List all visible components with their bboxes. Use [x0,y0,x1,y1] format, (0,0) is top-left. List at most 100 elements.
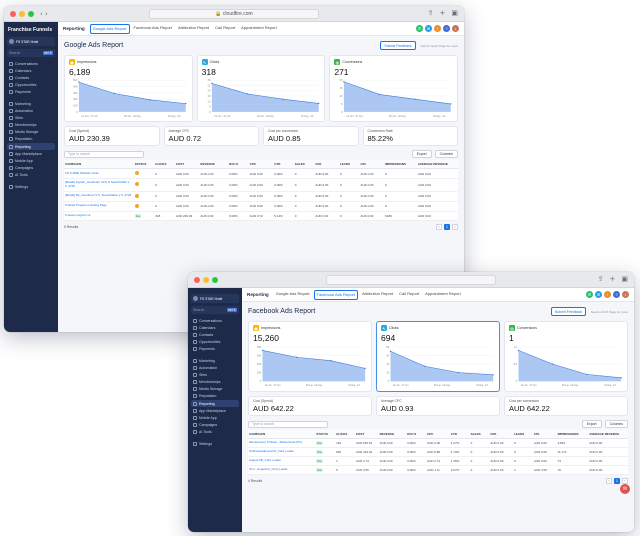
kpi-card-clicks[interactable]: ↖ Clicks 318 30 25 20 15 10 5 0 21 Jun - 27 Jun 28 … [196,55,326,122]
sidebar-item-marketing[interactable]: Marketing [7,100,55,107]
column-header-average-revenue[interactable]: AVERAGE REVENUE [588,430,628,439]
sidebar-item-sites[interactable]: Sites [191,371,239,378]
column-header-leads[interactable]: LEADS [338,160,360,169]
column-header-leads[interactable]: LEADS [513,430,533,439]
submit-feedback-button[interactable]: Submit Feedback [550,307,587,316]
page-number-button[interactable]: 1 [614,478,620,484]
sidebar-item-reporting[interactable]: Reporting [191,400,239,408]
column-header-impressions[interactable]: IMPRESSIONS [556,430,589,439]
table-search-input[interactable]: Type to search [248,420,328,428]
account-switcher[interactable]: FS STAR Hotel [191,294,239,303]
column-header-revenue[interactable]: REVENUE [378,430,407,439]
tab-attribution-report[interactable]: Attribution Report [361,291,394,296]
column-header-cpa[interactable]: CPA [489,430,514,439]
sidebar-item-app-marketplace[interactable]: App Marketplace [7,150,55,157]
column-header-status[interactable]: STATUS [315,430,336,439]
tab-attribution-report[interactable]: Attribution Report [177,25,210,30]
sidebar-item-memberships[interactable]: Memberships [191,379,239,386]
campaign-link[interactable]: FS S 2866 Website Visits [64,168,134,179]
sidebar-item-mobile-app[interactable]: Mobile App [191,414,239,421]
new-tab-icon[interactable]: + [609,275,616,283]
sidebar-item-ai-tools[interactable]: AI Tools [7,172,55,179]
sidebar-item-conversations[interactable]: Conversations [7,60,55,67]
kpi-card-clicks[interactable]: ↖ Clicks 694 80 60 40 20 0 21 Jun - 27 Jun 28 Jun… [376,321,500,392]
column-header-clicks[interactable]: CLICKS [154,160,175,169]
column-header-roi[interactable]: ROI % [228,160,249,169]
share-icon[interactable]: ⇪ [597,275,604,283]
sidebar-item-automation[interactable]: Automation [191,364,239,371]
column-header-roi[interactable]: ROI % [406,430,427,439]
campaign-link[interactable]: [Meta0] Ingram_Goodman V2.0 & Searchtabl… [64,178,134,192]
sidebar-item-reporting[interactable]: Reporting [7,143,55,151]
sidebar-item-reputation[interactable]: Reputation [7,136,55,143]
column-header-revenue[interactable]: REVENUE [199,160,229,169]
chat-bubble-icon[interactable]: ✉ [620,484,630,494]
new-tab-icon[interactable]: + [439,9,446,17]
tab-facebook-ads-report[interactable]: Facebook Ads Report [313,289,358,300]
campaign-link[interactable]: Tom - Augustv2_Cold_Leads [248,465,316,475]
close-window-button[interactable] [10,10,16,17]
sidebar-item-ai-tools[interactable]: AI Tools [191,429,239,436]
tabs-overview-icon[interactable]: ▣ [621,275,628,283]
column-header-ctr[interactable]: CTR [273,160,294,169]
minimize-window-button[interactable] [203,276,209,283]
prev-page-button[interactable]: ‹ [436,223,442,230]
user-avatar[interactable]: • [452,25,459,32]
tab-facebook-ads-report[interactable]: Facebook Ads Report [133,25,172,30]
sidebar-item-sites[interactable]: Sites [7,114,55,121]
sidebar-item-calendars[interactable]: Calendars [191,324,239,331]
next-page-button[interactable]: › [452,223,458,230]
sidebar-item-reputation[interactable]: Reputation [191,393,239,400]
campaign-link[interactable]: 6 week program v1 [64,211,134,221]
address-bar[interactable]: 🔒 cloudfire.com [149,9,319,19]
help-icon[interactable]: ? [613,291,620,298]
page-number-button[interactable]: 1 [444,223,450,230]
megaphone-icon[interactable]: ✉ [595,291,602,298]
sidebar-item-settings[interactable]: Settings [191,440,239,447]
account-switcher[interactable]: FS STAR Hotel [7,37,55,46]
column-header-cpc[interactable]: CPC [426,430,450,439]
columns-button[interactable]: Columns [604,420,628,428]
column-header-campaign[interactable]: CAMPAIGN [248,430,316,439]
column-header-sales[interactable]: SALES [469,430,490,439]
tab-appointment-report[interactable]: Appointment Report [241,25,277,30]
share-icon[interactable]: ⇪ [427,9,434,17]
sidebar-item-calendars[interactable]: Calendars [7,67,55,74]
column-header-sales[interactable]: SALES [293,160,315,169]
sidebar-search[interactable]: Search ctrl K [7,49,55,57]
maximize-window-button[interactable] [28,10,34,17]
user-avatar[interactable]: • [622,291,629,298]
kpi-card-conversions[interactable]: ◎ Conversions 271 20 15 10 5 0 21 Jun - 27 Jun 28… [329,55,459,122]
close-window-button[interactable] [194,276,200,283]
sidebar-item-media-storage[interactable]: Media Storage [191,386,239,393]
maximize-window-button[interactable] [212,276,218,283]
sidebar-item-settings[interactable]: Settings [7,183,55,190]
column-header-impressions[interactable]: IMPRESSIONS [384,160,417,169]
sidebar-item-conversations[interactable]: Conversations [191,317,239,324]
column-header-cost[interactable]: COST [354,430,379,439]
campaign-link[interactable]: OnlineAcademicsV2_Cold_Leads [248,447,316,457]
kpi-card-impressions[interactable]: ◉ Impressions 15,260 800 600 400 200 0 21 Jun - … [248,321,372,392]
sidebar-item-campaigns[interactable]: Campaigns [191,422,239,429]
sidebar-item-payments[interactable]: Payments [7,89,55,96]
tabs-overview-icon[interactable]: ▣ [451,9,458,17]
column-header-cpa[interactable]: CPA [314,160,339,169]
sidebar-item-contacts[interactable]: Contacts [7,74,55,81]
campaign-link[interactable]: [Meta0] Re_Goodman V 6, Searchtable V 6,… [64,191,134,202]
column-header-ctr[interactable]: CTR [449,430,470,439]
column-header-cost[interactable]: COST [174,160,200,169]
kpi-card-conversions[interactable]: ◎ Conversions 1 1.0 0.5 0 21 Jun - 27 Jun 28 Ju… [504,321,628,392]
sidebar-item-media-storage[interactable]: Media Storage [7,129,55,136]
minimize-window-button[interactable] [19,10,25,17]
column-header-cpc[interactable]: CPC [248,160,274,169]
next-page-button[interactable]: › [622,478,628,484]
sidebar-item-mobile-app[interactable]: Mobile App [7,157,55,164]
export-button[interactable]: Export [581,420,602,428]
tab-google-ads-report[interactable]: Google Ads Report [275,291,310,296]
campaign-link[interactable]: August FB_Cold_Leads [248,456,316,466]
column-header-status[interactable]: STATUS [133,160,155,169]
kpi-card-impressions[interactable]: ◉ Impressions 6,189 500 400 300 200 100 0 21 Jun … [64,55,193,122]
column-header-clicks[interactable]: CLICKS [335,430,355,439]
phone-icon[interactable]: ✆ [586,291,593,298]
bell-icon[interactable]: ! [604,291,611,298]
